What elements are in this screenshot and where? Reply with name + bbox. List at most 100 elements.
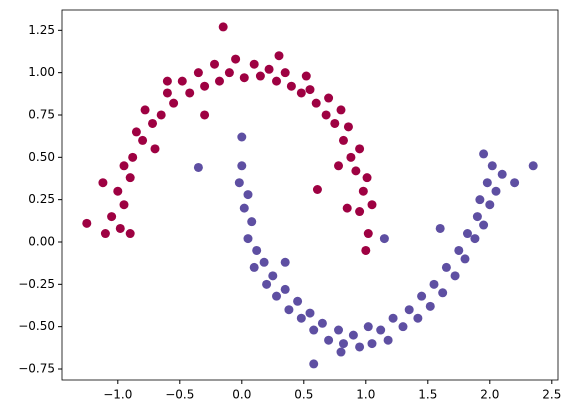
point bbox=[100, 229, 110, 239]
point bbox=[383, 335, 393, 345]
point bbox=[272, 76, 282, 86]
point bbox=[336, 347, 346, 357]
x-tick-label: 0.5 bbox=[294, 388, 313, 402]
x-tick-label: −0.5 bbox=[165, 388, 194, 402]
point bbox=[311, 98, 321, 108]
point bbox=[82, 218, 92, 228]
y-tick-label: 0.75 bbox=[28, 107, 55, 121]
plot-frame bbox=[61, 9, 559, 381]
point bbox=[239, 73, 249, 83]
point bbox=[479, 220, 489, 230]
point bbox=[324, 335, 334, 345]
point bbox=[268, 271, 278, 281]
point bbox=[510, 178, 520, 188]
point bbox=[301, 71, 311, 81]
point bbox=[138, 135, 148, 145]
point bbox=[362, 173, 372, 183]
point bbox=[193, 162, 203, 172]
point bbox=[334, 325, 344, 335]
point bbox=[243, 234, 253, 244]
point bbox=[321, 110, 331, 120]
point bbox=[485, 200, 495, 210]
point bbox=[438, 288, 448, 298]
point bbox=[264, 64, 274, 74]
point bbox=[429, 279, 439, 289]
y-tick-label: 0.25 bbox=[28, 192, 55, 206]
point bbox=[355, 342, 365, 352]
point bbox=[435, 223, 445, 233]
point bbox=[305, 308, 315, 318]
point bbox=[413, 313, 423, 323]
point bbox=[358, 186, 368, 196]
point bbox=[346, 152, 356, 162]
point bbox=[214, 76, 224, 86]
point bbox=[119, 200, 129, 210]
y-tick-label: −0.75 bbox=[18, 361, 55, 375]
point bbox=[334, 161, 344, 171]
point bbox=[425, 301, 435, 311]
point bbox=[450, 271, 460, 281]
point bbox=[286, 81, 296, 91]
point bbox=[113, 186, 123, 196]
point bbox=[367, 200, 377, 210]
point bbox=[462, 229, 472, 239]
point bbox=[355, 207, 365, 217]
point bbox=[284, 305, 294, 315]
point bbox=[460, 254, 470, 264]
point bbox=[119, 161, 129, 171]
point bbox=[200, 110, 210, 120]
point bbox=[367, 339, 377, 349]
point bbox=[249, 262, 259, 272]
point bbox=[487, 161, 497, 171]
point bbox=[247, 217, 257, 227]
point bbox=[255, 71, 265, 81]
point bbox=[131, 127, 141, 137]
point bbox=[107, 212, 117, 222]
point bbox=[343, 122, 353, 132]
point bbox=[218, 22, 228, 32]
x-tick-label: 2.5 bbox=[542, 388, 561, 402]
point bbox=[125, 173, 135, 183]
point bbox=[234, 178, 244, 188]
point bbox=[491, 186, 501, 196]
x-tick-label: 1.0 bbox=[356, 388, 375, 402]
point bbox=[156, 110, 166, 120]
point bbox=[237, 132, 247, 142]
point bbox=[98, 178, 108, 188]
point bbox=[472, 212, 482, 222]
point bbox=[528, 161, 538, 171]
point bbox=[317, 318, 327, 328]
point bbox=[193, 68, 203, 78]
point bbox=[231, 54, 241, 64]
point bbox=[336, 105, 346, 115]
point bbox=[404, 305, 414, 315]
point bbox=[274, 51, 284, 61]
point bbox=[249, 59, 259, 69]
point bbox=[361, 245, 371, 255]
point bbox=[185, 88, 195, 98]
point bbox=[309, 325, 319, 335]
point bbox=[140, 105, 150, 115]
point bbox=[148, 118, 158, 128]
point bbox=[259, 257, 269, 267]
point bbox=[293, 296, 303, 306]
y-tick-label: −0.50 bbox=[18, 319, 55, 333]
point bbox=[355, 144, 365, 154]
point bbox=[417, 291, 427, 301]
point bbox=[363, 322, 373, 332]
point bbox=[479, 149, 489, 159]
x-tick-label: 0.0 bbox=[232, 388, 251, 402]
point bbox=[330, 118, 340, 128]
point bbox=[363, 229, 373, 239]
x-tick-label: 1.5 bbox=[418, 388, 437, 402]
y-tick-label: −0.25 bbox=[18, 277, 55, 291]
x-tick-label: −1.0 bbox=[103, 388, 132, 402]
point bbox=[376, 325, 386, 335]
point bbox=[210, 59, 220, 69]
point bbox=[177, 76, 187, 86]
point bbox=[470, 234, 480, 244]
point bbox=[338, 135, 348, 145]
y-tick-label: 1.25 bbox=[28, 23, 55, 37]
